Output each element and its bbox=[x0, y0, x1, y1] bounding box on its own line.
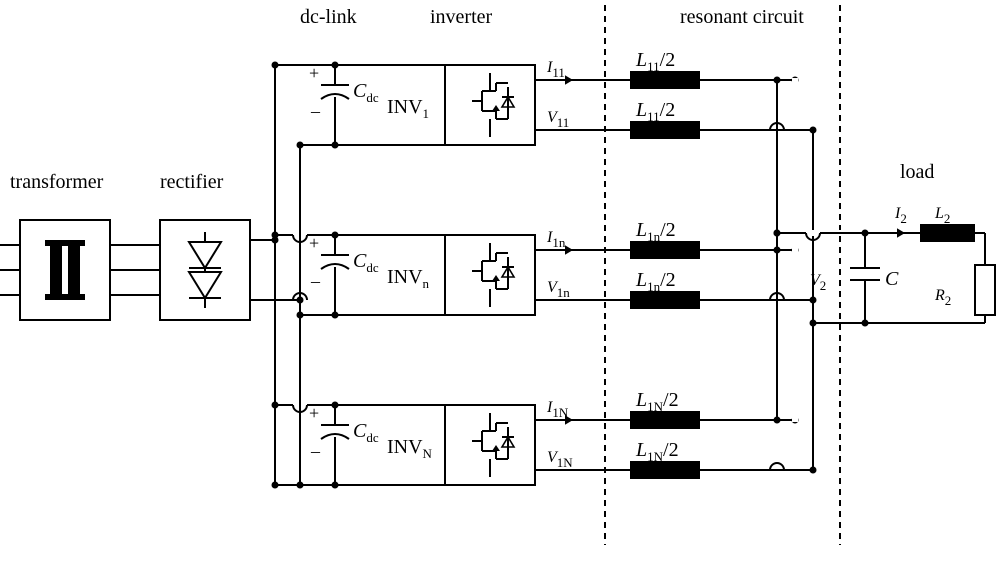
svg-text:+: + bbox=[309, 63, 319, 83]
svg-text:INVN: INVN bbox=[387, 436, 433, 461]
svg-text:L1N/2: L1N/2 bbox=[635, 389, 679, 414]
svg-text:+: + bbox=[309, 403, 319, 423]
svg-text:R2: R2 bbox=[934, 287, 951, 308]
resonant-label: resonant circuit bbox=[680, 6, 804, 28]
svg-text:L11/2: L11/2 bbox=[635, 49, 675, 74]
svg-text:–: – bbox=[310, 441, 321, 461]
svg-text:L1n/2: L1n/2 bbox=[635, 219, 676, 244]
svg-text:–: – bbox=[310, 271, 321, 291]
svg-text:V1n: V1n bbox=[547, 279, 570, 300]
svg-text:L2: L2 bbox=[934, 205, 950, 226]
load-label: load bbox=[900, 161, 934, 183]
svg-text:I1n: I1n bbox=[546, 229, 566, 250]
svg-text:Cdc: Cdc bbox=[353, 80, 379, 105]
svg-text:L1N/2: L1N/2 bbox=[635, 439, 679, 464]
svg-text:I11: I11 bbox=[546, 59, 565, 80]
svg-text:I2: I2 bbox=[894, 205, 907, 226]
inverter-label: inverter bbox=[430, 6, 493, 28]
svg-text:Cdc: Cdc bbox=[353, 250, 379, 275]
svg-text:L1n/2: L1n/2 bbox=[635, 269, 676, 294]
svg-text:INVn: INVn bbox=[387, 266, 430, 291]
svg-text:Cdc: Cdc bbox=[353, 420, 379, 445]
svg-text:C: C bbox=[885, 268, 899, 290]
svg-text:V11: V11 bbox=[547, 109, 569, 130]
svg-text:I1N: I1N bbox=[546, 399, 569, 420]
svg-text:INV1: INV1 bbox=[387, 96, 429, 121]
transformer-box bbox=[20, 220, 110, 320]
svg-text:L11/2: L11/2 bbox=[635, 99, 675, 124]
rectifier-label: rectifier bbox=[160, 171, 224, 193]
svg-text:–: – bbox=[310, 101, 321, 121]
dclink-label: dc-link bbox=[300, 6, 357, 28]
circuit-diagram: transformer rectifier dc-link inverter reson… bbox=[0, 0, 1000, 567]
svg-text:V1N: V1N bbox=[547, 449, 573, 470]
transformer-label: transformer bbox=[10, 171, 104, 193]
svg-text:+: + bbox=[309, 233, 319, 253]
